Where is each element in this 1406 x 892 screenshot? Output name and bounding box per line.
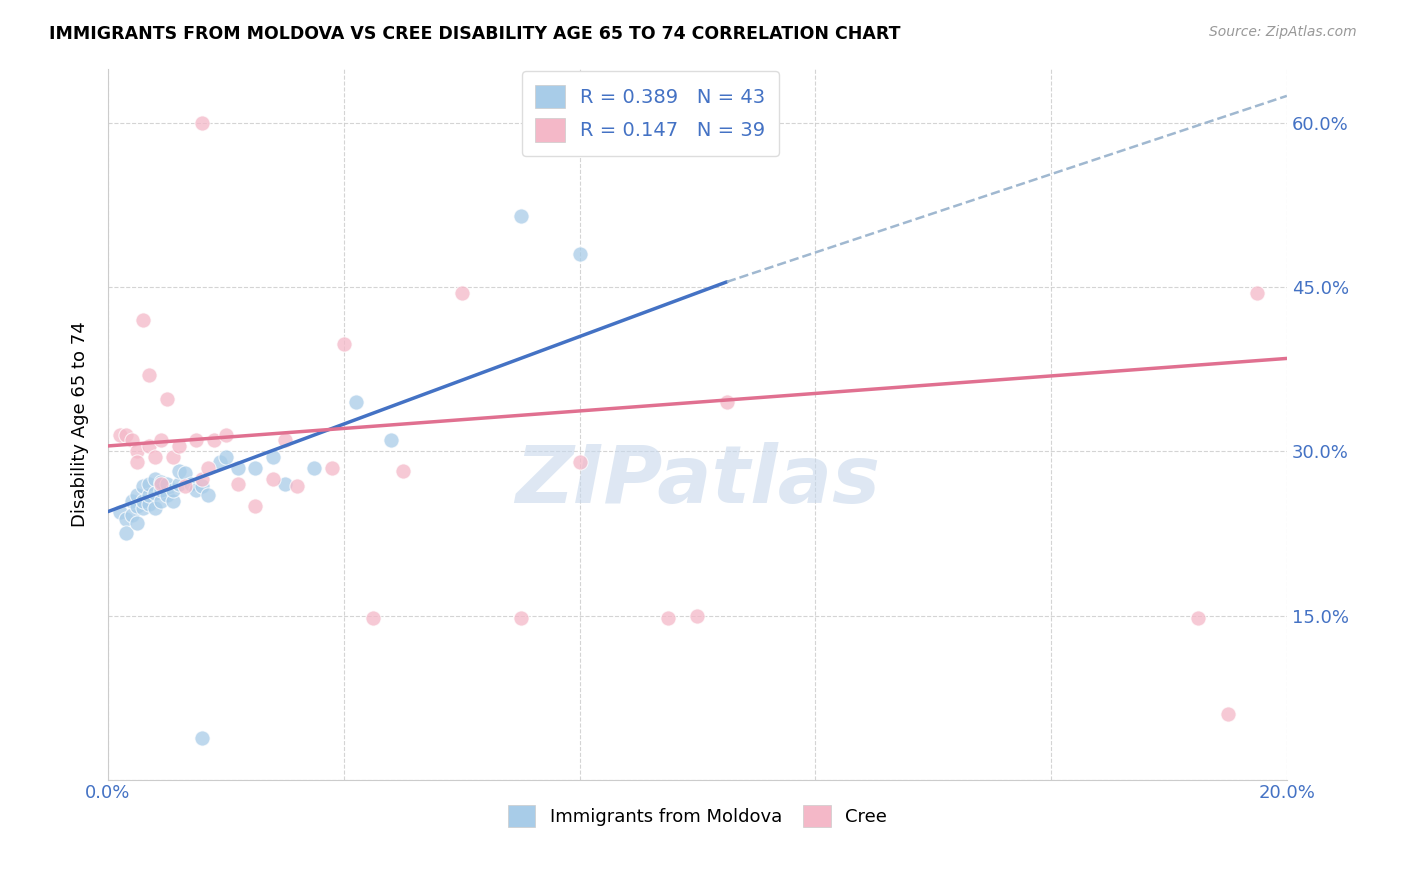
Point (138, 488, 160, 502)
Point (121, 493, 143, 508)
Text: IMMIGRANTS FROM MOLDOVA VS CREE DISABILITY AGE 65 TO 74 CORRELATION CHART: IMMIGRANTS FROM MOLDOVA VS CREE DISABILI… (49, 25, 901, 43)
Point (208, 455, 231, 469)
Point (150, 477, 173, 491)
Point (150, 434, 173, 448)
Point (127, 444, 149, 458)
Point (114, 512, 136, 526)
Point (132, 501, 155, 516)
Point (173, 479, 195, 493)
Point (186, 483, 208, 497)
Point (226, 460, 249, 475)
Point (1246, 285, 1268, 300)
Point (127, 516, 149, 530)
Point (274, 477, 297, 491)
Point (162, 450, 184, 464)
Point (114, 428, 136, 442)
Point (245, 499, 267, 513)
Point (332, 337, 354, 351)
Point (127, 488, 149, 502)
Point (138, 477, 160, 491)
Point (114, 526, 136, 541)
Point (1216, 706, 1239, 721)
Point (143, 472, 166, 486)
Point (108, 505, 131, 519)
Point (509, 610, 531, 624)
Point (179, 477, 201, 491)
Point (127, 455, 149, 469)
Point (191, 472, 214, 486)
Point (167, 464, 190, 478)
Point (132, 493, 155, 508)
Point (150, 483, 173, 497)
Point (716, 395, 738, 409)
Point (173, 467, 195, 481)
Text: Source: ZipAtlas.com: Source: ZipAtlas.com (1209, 25, 1357, 39)
Point (191, 479, 214, 493)
Point (156, 477, 179, 491)
Point (143, 501, 166, 516)
Point (568, 247, 591, 261)
Point (450, 285, 472, 300)
Text: ZIPatlas: ZIPatlas (515, 442, 880, 520)
Point (197, 460, 219, 475)
Point (191, 116, 214, 130)
Point (245, 460, 267, 475)
Point (121, 508, 143, 522)
Point (143, 486, 166, 500)
Point (391, 464, 413, 478)
Point (138, 439, 160, 453)
Point (127, 499, 149, 513)
Point (509, 209, 531, 223)
Point (657, 610, 679, 624)
Point (215, 428, 238, 442)
Point (344, 395, 367, 409)
Point (150, 493, 173, 508)
Point (568, 455, 591, 469)
Point (686, 608, 709, 623)
Point (1187, 610, 1209, 624)
Point (304, 460, 326, 475)
Legend: Immigrants from Moldova, Cree: Immigrants from Moldova, Cree (501, 798, 894, 835)
Point (132, 313, 155, 327)
Point (285, 479, 308, 493)
Point (197, 488, 219, 502)
Point (262, 472, 284, 486)
Point (167, 477, 190, 491)
Point (191, 731, 214, 745)
Point (321, 460, 343, 475)
Point (380, 434, 402, 448)
Point (162, 483, 184, 497)
Point (226, 477, 249, 491)
Point (156, 392, 179, 406)
Point (186, 434, 208, 448)
Point (132, 479, 155, 493)
Point (215, 450, 238, 464)
Point (143, 450, 166, 464)
Point (156, 488, 179, 502)
Point (274, 434, 297, 448)
Point (121, 434, 143, 448)
Point (162, 493, 184, 508)
Point (138, 368, 160, 382)
Point (262, 450, 284, 464)
Point (202, 434, 225, 448)
Point (108, 428, 131, 442)
Point (167, 439, 190, 453)
Point (361, 610, 384, 624)
Y-axis label: Disability Age 65 to 74: Disability Age 65 to 74 (72, 321, 89, 527)
Point (138, 497, 160, 511)
Point (150, 475, 173, 489)
